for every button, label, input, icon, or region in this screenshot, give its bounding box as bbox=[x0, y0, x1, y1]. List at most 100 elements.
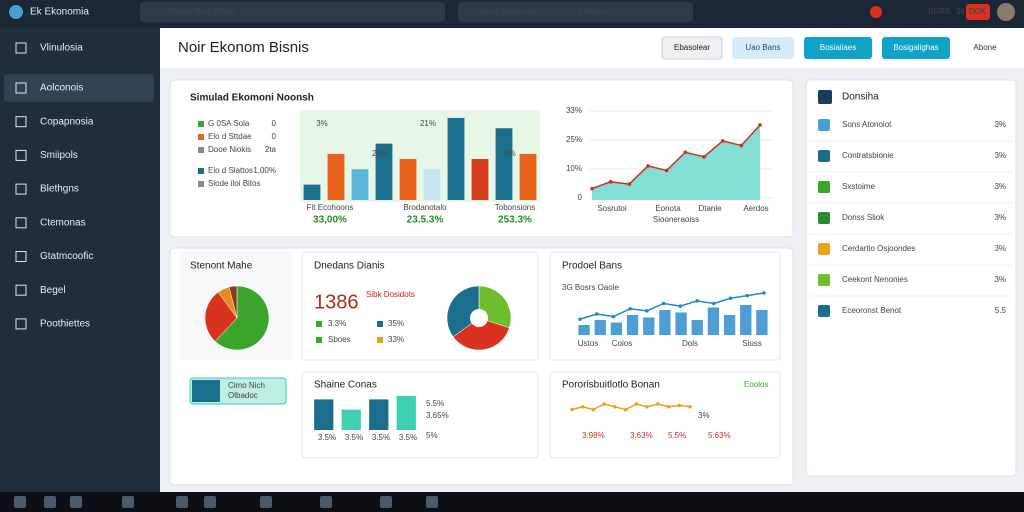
taskbar-icon[interactable] bbox=[204, 496, 216, 508]
button[interactable] bbox=[732, 37, 794, 59]
bar bbox=[375, 143, 393, 200]
bar-label: 3% bbox=[316, 119, 328, 128]
item-label[interactable]: Sons Atonoiot bbox=[842, 120, 892, 129]
bar bbox=[495, 128, 513, 200]
bar bbox=[314, 399, 334, 430]
point bbox=[720, 139, 725, 143]
sub: Sibk Dosidots bbox=[366, 290, 415, 299]
point bbox=[678, 304, 683, 308]
legend: 35% bbox=[388, 319, 404, 328]
point bbox=[570, 407, 574, 412]
taskbar-icon[interactable] bbox=[426, 496, 438, 508]
address-bar[interactable] bbox=[140, 2, 445, 22]
nav-item[interactable]: Begel bbox=[40, 285, 66, 296]
legend-swatch bbox=[198, 121, 204, 127]
taskbar-icon[interactable] bbox=[14, 496, 26, 508]
button[interactable] bbox=[804, 37, 872, 59]
legend-label: Dooe Niokis bbox=[208, 145, 251, 154]
bar bbox=[519, 153, 537, 200]
taskbar-icon[interactable] bbox=[176, 496, 188, 508]
note: 3G Bosrs Oaole bbox=[562, 283, 619, 292]
bar bbox=[626, 315, 639, 335]
x-tick-label: Eonota bbox=[655, 204, 681, 213]
point bbox=[602, 402, 606, 406]
address: Ekonot Bnot Bitkalc bbox=[168, 7, 237, 16]
label: 5.5% bbox=[668, 431, 686, 440]
nav-icon bbox=[15, 251, 27, 262]
slice bbox=[204, 291, 238, 342]
point bbox=[634, 402, 639, 406]
bar bbox=[740, 305, 752, 335]
bar-label: 3.5% bbox=[318, 433, 336, 442]
nav-item[interactable]: Copapnosia bbox=[40, 116, 94, 127]
button-label: Abone bbox=[973, 43, 997, 52]
card bbox=[549, 251, 781, 361]
button[interactable] bbox=[960, 37, 1010, 59]
item-label[interactable]: Donss Sliok bbox=[842, 213, 885, 222]
taskbar-icon[interactable] bbox=[122, 496, 134, 508]
point bbox=[739, 143, 744, 148]
y-tick-label: 0 bbox=[578, 193, 583, 202]
bar bbox=[659, 310, 671, 335]
nav-item[interactable]: Blethgns bbox=[40, 184, 79, 195]
y-tick-label: 33% bbox=[566, 106, 582, 115]
point bbox=[580, 405, 585, 409]
bar bbox=[643, 317, 655, 335]
tab[interactable]: Ek Ekonomia bbox=[30, 7, 89, 18]
total: 23.5.3% bbox=[407, 215, 444, 226]
nav-item[interactable]: Gtatmcoofic bbox=[40, 251, 93, 262]
x-tick-label: Sosrutoi bbox=[597, 204, 627, 213]
nav-item[interactable]: Smiipols bbox=[40, 150, 78, 161]
nav-icon bbox=[15, 284, 27, 296]
legend-value: 0 bbox=[272, 119, 277, 128]
item-icon bbox=[818, 181, 830, 193]
button[interactable] bbox=[882, 37, 950, 59]
legend-label: Elo d Slattos bbox=[208, 166, 253, 175]
taskbar-icon[interactable] bbox=[70, 496, 82, 508]
nav-item[interactable]: Aolconois bbox=[40, 83, 83, 94]
bar bbox=[594, 320, 606, 335]
x-tick-label: Ustos bbox=[578, 339, 598, 348]
bar-label: 25% bbox=[372, 149, 388, 158]
taskbar-icon[interactable] bbox=[320, 496, 332, 508]
button[interactable] bbox=[661, 36, 723, 60]
taskbar-icon[interactable] bbox=[44, 496, 56, 508]
status: SDRB bbox=[928, 7, 950, 16]
bar bbox=[471, 159, 489, 200]
bar bbox=[723, 315, 736, 335]
item-icon bbox=[818, 305, 830, 317]
address-bar[interactable] bbox=[458, 2, 693, 22]
side-label: 5% bbox=[426, 431, 438, 440]
point bbox=[745, 293, 750, 298]
legend-value: 0 bbox=[272, 132, 277, 141]
header bbox=[160, 28, 1024, 68]
point bbox=[590, 186, 594, 191]
taskbar bbox=[0, 492, 1024, 512]
taskbar-icon[interactable] bbox=[260, 496, 272, 508]
item-label[interactable]: Eceoronst Benot bbox=[842, 306, 902, 315]
nav-item[interactable]: Ctemonas bbox=[40, 217, 86, 228]
slice bbox=[214, 285, 270, 351]
item-label[interactable]: Cerdartio Osjoondes bbox=[842, 244, 915, 253]
bar bbox=[675, 312, 687, 335]
nav-item[interactable]: Vlinulosia bbox=[40, 43, 83, 54]
legend: 33% bbox=[388, 335, 404, 344]
icon[interactable] bbox=[870, 6, 882, 18]
avatar[interactable] bbox=[997, 3, 1015, 21]
point bbox=[661, 301, 666, 306]
legend: Sboes bbox=[328, 335, 351, 344]
item-value: 3% bbox=[994, 182, 1006, 191]
point bbox=[695, 299, 699, 303]
sidebar bbox=[0, 28, 160, 492]
bar bbox=[423, 169, 441, 200]
taskbar-icon[interactable] bbox=[380, 496, 392, 508]
nav-item[interactable]: Poothiettes bbox=[40, 319, 90, 330]
bar-label: 3.5% bbox=[399, 433, 417, 442]
item-label[interactable]: Ceekont Nenonies bbox=[842, 275, 908, 284]
label: 3.98% bbox=[582, 431, 605, 440]
item-label[interactable]: Sxstoime bbox=[842, 182, 875, 191]
item-label[interactable]: Contratsbionie bbox=[842, 151, 894, 160]
card bbox=[301, 371, 539, 459]
nav-icon bbox=[15, 82, 27, 94]
total: 33,00% bbox=[313, 215, 347, 226]
